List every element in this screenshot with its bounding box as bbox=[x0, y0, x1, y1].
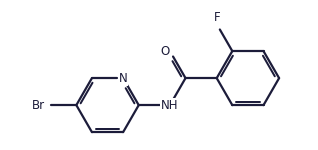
Text: F: F bbox=[213, 11, 220, 24]
Text: N: N bbox=[119, 72, 128, 85]
Text: NH: NH bbox=[161, 99, 179, 112]
Text: O: O bbox=[161, 45, 170, 58]
Text: Br: Br bbox=[32, 99, 45, 112]
